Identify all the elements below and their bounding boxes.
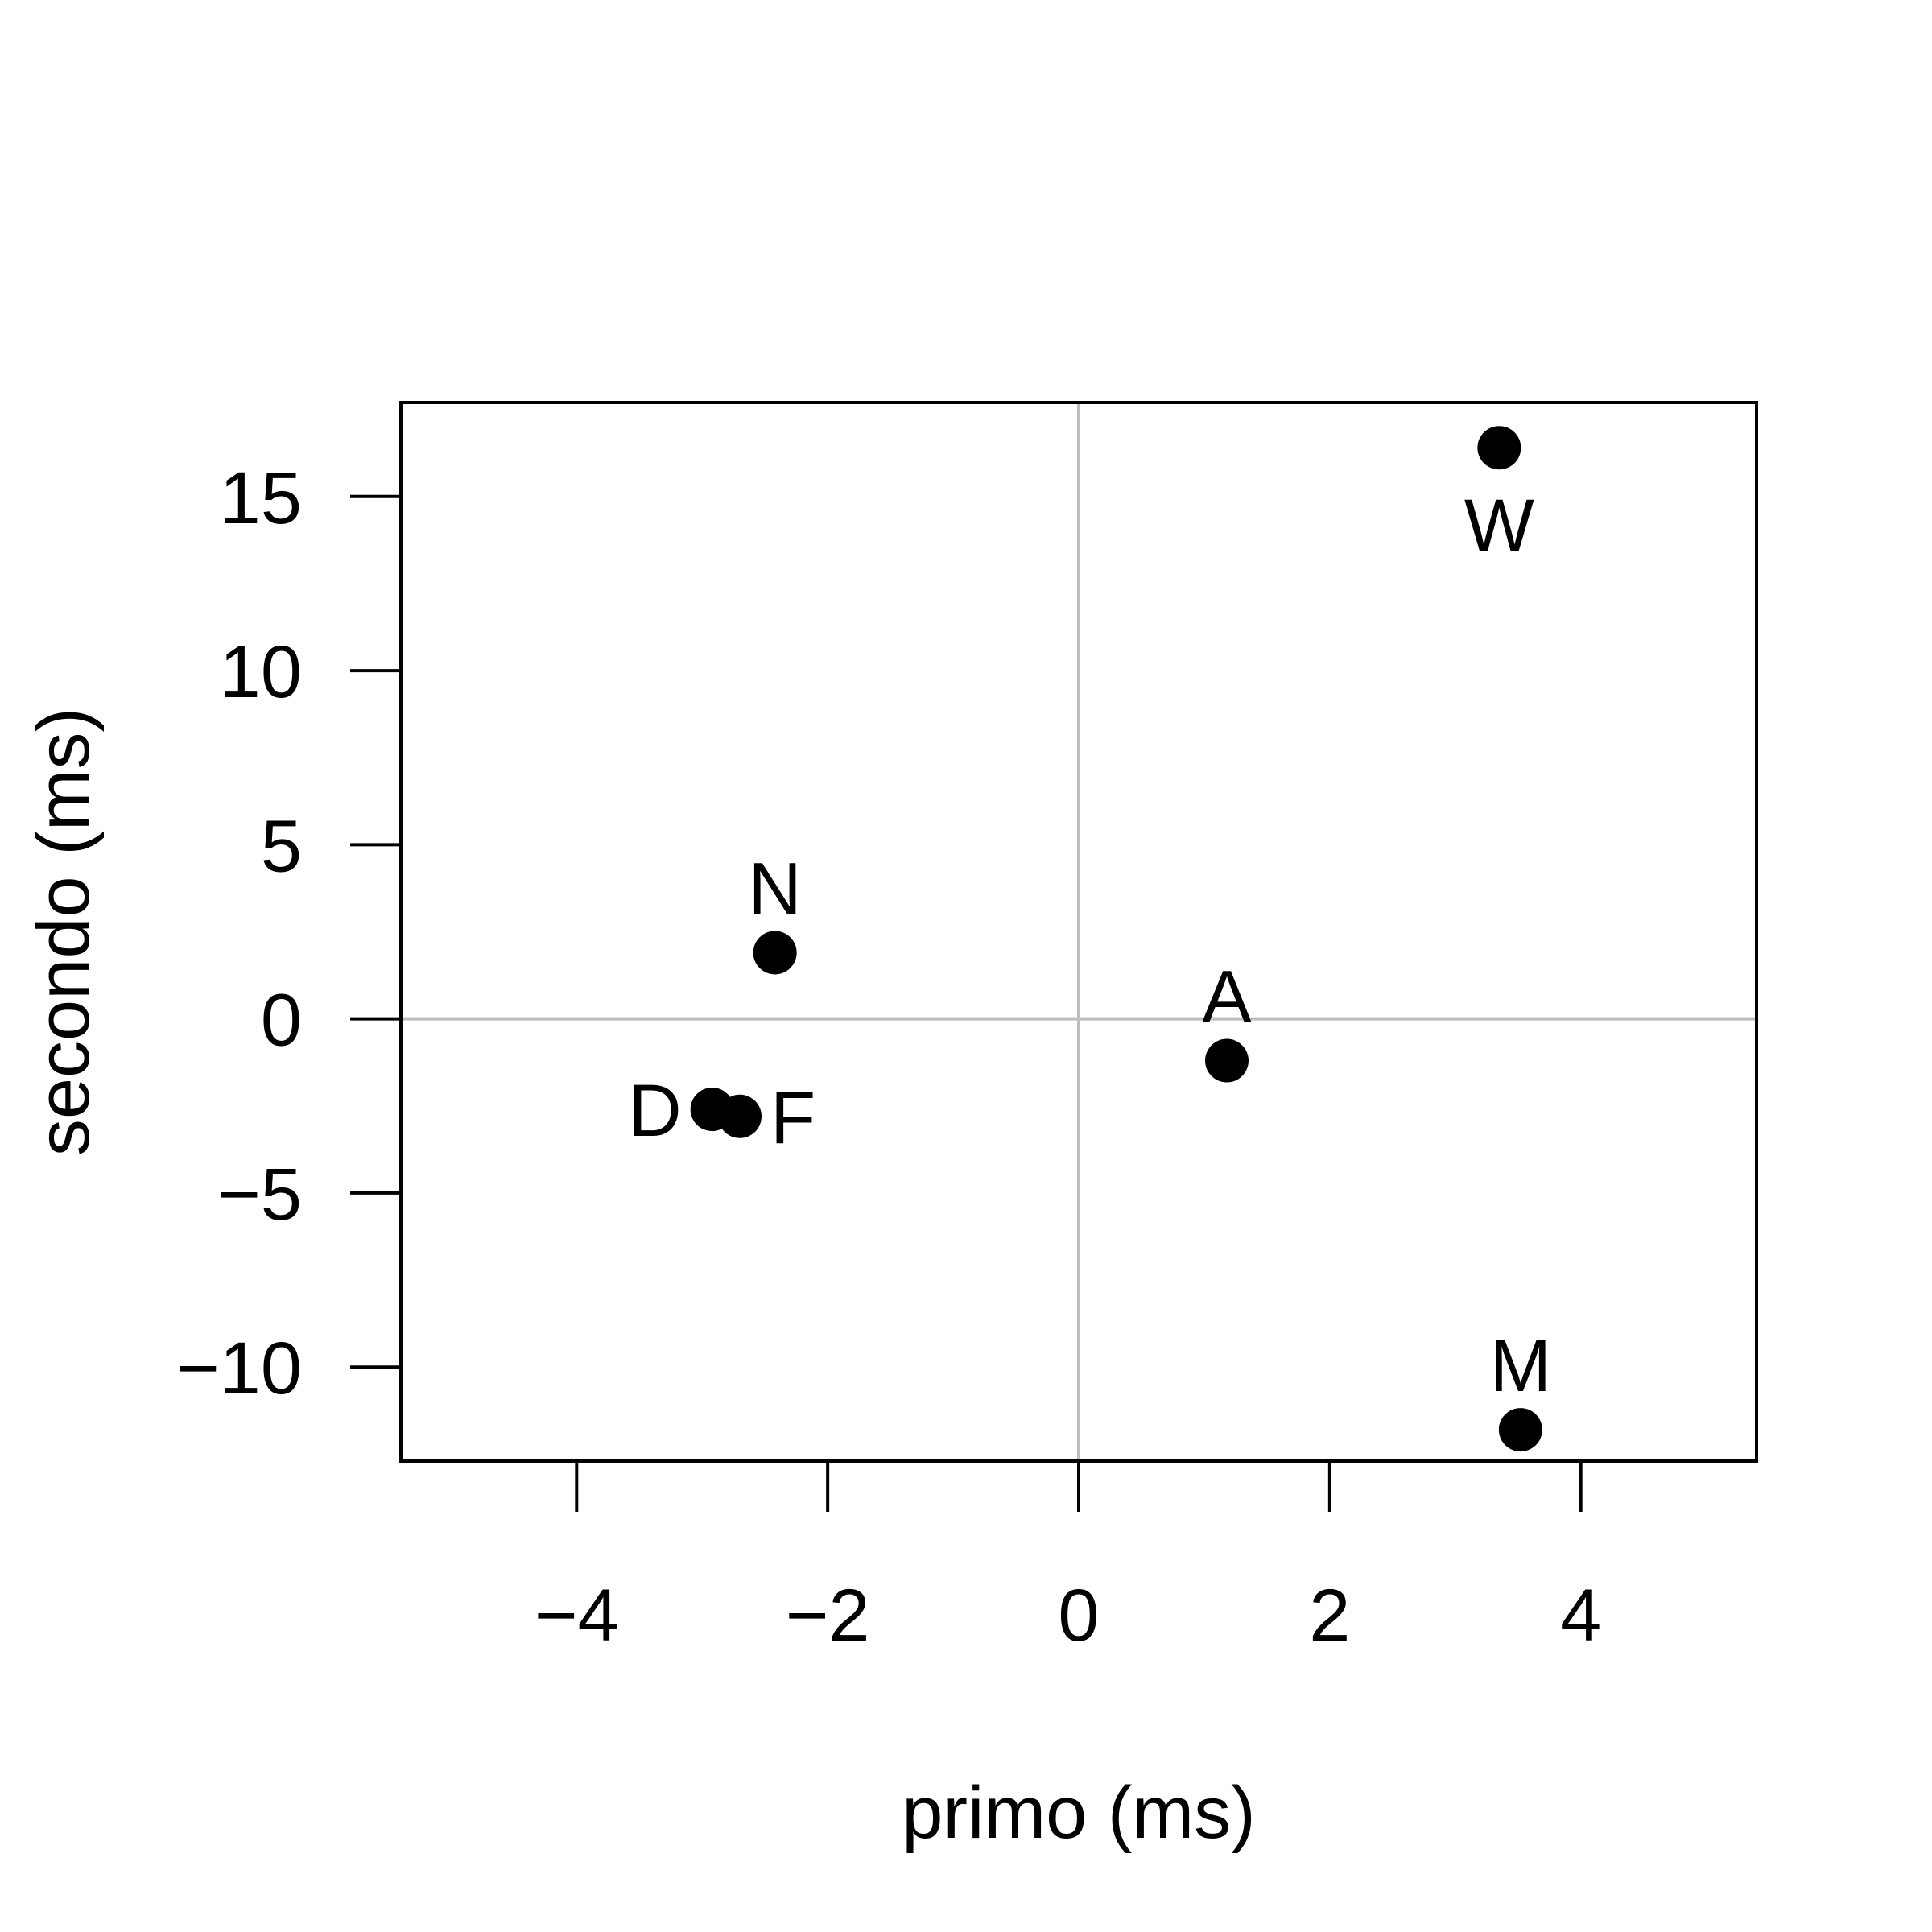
y-axis-title: secondo (ms) bbox=[23, 708, 105, 1156]
y-tick-label: 15 bbox=[220, 457, 302, 539]
x-tick-label: 4 bbox=[1560, 1575, 1601, 1657]
data-point bbox=[753, 931, 797, 975]
y-tick-label: 0 bbox=[261, 980, 302, 1062]
data-point bbox=[718, 1094, 762, 1138]
y-axis: −10 −5 0 5 10 15 bbox=[176, 457, 401, 1410]
plot-frame bbox=[399, 401, 1758, 1463]
data-points bbox=[690, 426, 1542, 1452]
x-axis-title: primo (ms) bbox=[902, 1772, 1256, 1854]
y-tick-label: −5 bbox=[217, 1154, 302, 1236]
x-tick-label: −2 bbox=[786, 1575, 870, 1657]
point-label: D bbox=[628, 1070, 681, 1152]
x-tick-label: −4 bbox=[535, 1575, 619, 1657]
data-point bbox=[1498, 1408, 1542, 1452]
point-labels: W N A D F M bbox=[628, 485, 1551, 1407]
x-tick-label: 0 bbox=[1058, 1575, 1099, 1657]
data-point bbox=[1204, 1038, 1249, 1083]
y-tick-label: 10 bbox=[220, 631, 302, 713]
point-label: A bbox=[1202, 956, 1252, 1038]
data-point bbox=[1477, 426, 1521, 470]
point-label: W bbox=[1464, 485, 1534, 567]
point-label: M bbox=[1490, 1325, 1552, 1407]
point-label: N bbox=[748, 848, 801, 930]
point-label: F bbox=[770, 1077, 815, 1159]
y-tick-label: −10 bbox=[176, 1327, 302, 1410]
y-tick-label: 5 bbox=[261, 805, 302, 887]
x-tick-label: 2 bbox=[1309, 1575, 1350, 1657]
x-axis: −4 −2 0 2 4 bbox=[535, 1461, 1601, 1657]
reference-lines bbox=[401, 402, 1757, 1461]
